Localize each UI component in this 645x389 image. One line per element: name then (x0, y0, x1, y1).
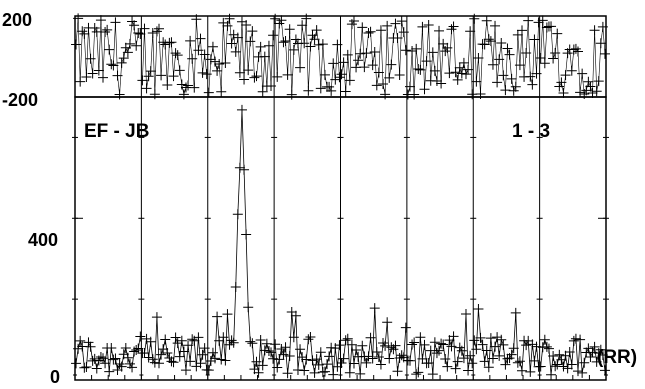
phase-trace (274, 18, 340, 95)
phase-trace (473, 18, 539, 95)
amplitude-trace (473, 309, 539, 372)
amplitude-trace (540, 337, 606, 375)
amplitude-points (71, 104, 610, 380)
phase-tick-top: 200 (2, 10, 32, 30)
amplitude-trace (208, 109, 274, 373)
phase-trace (208, 18, 274, 93)
phase-trace (407, 24, 473, 95)
phase-trace (540, 20, 606, 96)
phase-tick-bottom: -200 (2, 90, 38, 110)
amplitude-trace (142, 317, 208, 371)
amplitude-trace (274, 311, 340, 375)
amplitude-trace (407, 313, 473, 375)
phase-trace (75, 18, 141, 95)
amplitude-point (599, 365, 610, 376)
amp-tick-0: 0 (50, 367, 60, 384)
phase-trace (341, 20, 407, 95)
phase-point (336, 69, 347, 80)
amplitude-trace (341, 308, 407, 374)
amplitude-point (469, 335, 480, 346)
amplitude-point (336, 358, 347, 369)
polarization-label: (RR) (597, 347, 637, 368)
baseline-label: EF - JB (84, 121, 149, 142)
amplitude-trace (75, 336, 141, 372)
channel-label: 1 - 3 (512, 121, 550, 142)
phase-trace (142, 19, 208, 95)
amplitude-point (135, 331, 146, 342)
amp-tick-400: 400 (28, 230, 58, 250)
panel-frames (72, 15, 609, 381)
phase-point (135, 28, 146, 39)
phase-points (71, 13, 610, 100)
